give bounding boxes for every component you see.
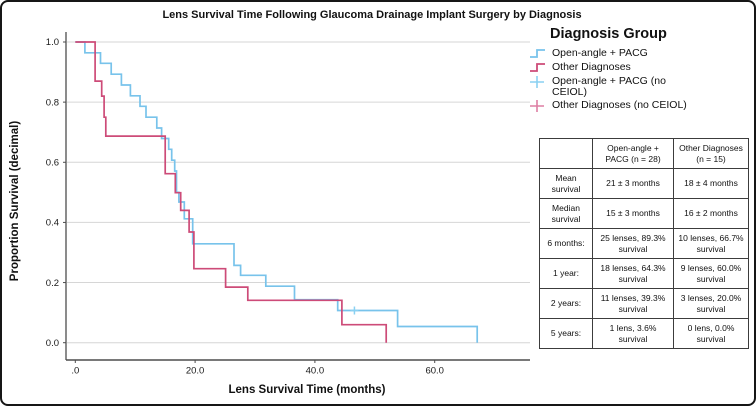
table-row-label: 2 years: — [539, 288, 593, 319]
y-tick-label: 0.0 — [46, 338, 59, 349]
table-cell: 21 ± 3 months — [592, 168, 674, 199]
y-tick-label: 0.6 — [46, 157, 59, 168]
table-header-cell: Open-angle + PACG (n = 28) — [592, 138, 674, 169]
legend-item: Other Diagnoses — [528, 61, 750, 74]
y-tick-label: 0.4 — [46, 218, 59, 229]
survival-curve-open-angle-pacg — [75, 41, 479, 343]
legend-item-label: Open-angle + PACG — [552, 47, 648, 59]
legend-item-label: Open-angle + PACG (no CEIOL) — [552, 75, 666, 99]
y-axis-label: Proportion Survival (decimal) — [9, 121, 21, 282]
legend-item-label: Other Diagnoses (no CEIOL) — [552, 99, 687, 112]
table-cell: 16 ± 2 months — [673, 198, 749, 229]
legend-title: Diagnosis Group — [550, 26, 667, 42]
table-cell: 9 lenses, 60.0% survival — [673, 258, 749, 289]
x-tick-label: 60.0 — [425, 366, 444, 377]
table-cell: 25 lenses, 89.3% survival — [592, 228, 674, 259]
table-row: 1 year: 18 lenses, 64.3% survival 9 lenses… — [539, 258, 749, 289]
survival-curve-other-diagnoses — [75, 41, 388, 343]
table-header-cell — [539, 138, 593, 169]
legend-step-line-icon — [530, 49, 545, 58]
y-tick-label: 0.8 — [46, 97, 59, 108]
x-axis-label: Lens Survival Time (months) — [229, 384, 386, 396]
table-row-label: Median survival — [539, 198, 593, 229]
legend-item: Other Diagnoses (no CEIOL) — [528, 99, 750, 113]
table-cell: 18 ± 4 months — [673, 168, 749, 199]
survival-chart: 0.0 0.2 0.4 0.6 0.8 1.0 .0 20.0 40.0 60.0 Lens Sur… — [9, 32, 530, 396]
table-row-label: 5 years: — [539, 318, 593, 349]
table-row-label: 6 months: — [539, 228, 593, 259]
table-row-label: Mean survival — [539, 168, 593, 199]
legend-item: Open-angle + PACG — [528, 47, 750, 60]
legend-item: Open-angle + PACG (no CEIOL) — [528, 75, 750, 98]
legend-step-line-icon — [530, 63, 545, 72]
legend: Diagnosis Group Open-angle + PACG Other D… — [528, 26, 750, 113]
y-tick-label: 0.2 — [46, 278, 59, 289]
table-header-row: Open-angle + PACG (n = 28) Other Diagnose… — [539, 138, 749, 169]
legend-items: Open-angle + PACG Other Diagnoses Open-ang… — [528, 47, 750, 113]
table-row: 2 years: 11 lenses, 39.3% survival 3 lense… — [539, 288, 749, 319]
table-row-label: 1 year: — [539, 258, 593, 289]
x-tick-label: 40.0 — [306, 366, 325, 377]
table-row: 5 years: 1 lens, 3.6% survival 0 lens, 0.0… — [539, 318, 749, 349]
y-tick-label: 1.0 — [46, 37, 59, 48]
table-header-cell: Other Diagnoses (n = 15) — [673, 138, 749, 169]
table-cell: 0 lens, 0.0% survival — [673, 318, 749, 349]
table-cell: 11 lenses, 39.3% survival — [592, 288, 674, 319]
summary-table: Open-angle + PACG (n = 28) Other Diagnose… — [539, 138, 749, 349]
table-cell: 1 lens, 3.6% survival — [592, 318, 674, 349]
censor-mark — [350, 306, 359, 315]
table-cell: 18 lenses, 64.3% survival — [592, 258, 674, 289]
table-row: Mean survival 21 ± 3 months 18 ± 4 months — [539, 168, 749, 199]
legend-item-label: Other Diagnoses — [552, 61, 631, 73]
table-cell: 10 lenses, 66.7% survival — [673, 228, 749, 259]
table-row: 6 months: 25 lenses, 89.3% survival 10 len… — [539, 228, 749, 259]
legend-plus-icon — [530, 76, 544, 88]
chart-title: Lens Survival Time Following Glaucoma Dr… — [162, 9, 582, 21]
table-row: Median survival 15 ± 3 months 16 ± 2 month… — [539, 198, 749, 229]
legend-plus-icon — [530, 100, 544, 113]
x-tick-label: .0 — [71, 366, 79, 377]
table-cell: 3 lenses, 20.0% survival — [673, 288, 749, 319]
table-cell: 15 ± 3 months — [592, 198, 674, 229]
x-tick-label: 20.0 — [186, 366, 205, 377]
